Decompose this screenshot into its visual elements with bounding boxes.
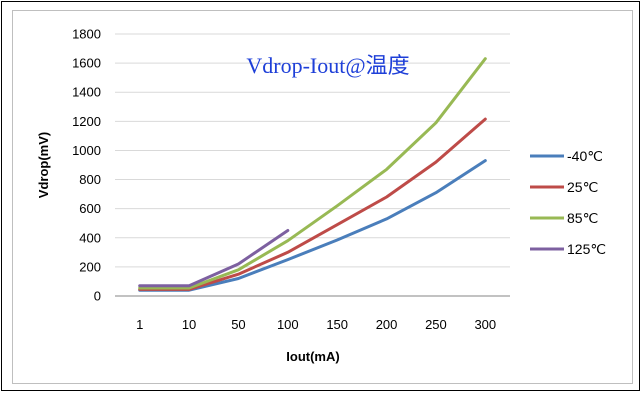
y-tick-labels: 0 200 400 600 800 1000 1200 1400 1600 1800 <box>72 27 101 304</box>
y-axis-title: Vdrop(mV) <box>36 132 51 198</box>
y-tick-label: 800 <box>79 172 101 187</box>
x-axis-title: Iout(mA) <box>286 349 339 364</box>
y-tick-label: 1000 <box>72 143 101 158</box>
y-tick-label: 400 <box>79 230 101 245</box>
y-tick-label: 1200 <box>72 114 101 129</box>
legend-label: -40℃ <box>567 148 603 164</box>
legend-label: 25℃ <box>567 179 598 195</box>
y-tick-label: 0 <box>94 289 101 304</box>
x-tick-label: 200 <box>376 317 398 332</box>
x-tick-label: 150 <box>326 317 348 332</box>
series-line <box>138 117 487 291</box>
x-tick-label: 300 <box>474 317 496 332</box>
y-tick-label: 1800 <box>72 27 101 42</box>
chart-area: 0 200 400 600 800 1000 1200 1400 1600 1800 1 10 50 1… <box>12 10 633 384</box>
x-tick-label: 50 <box>231 317 245 332</box>
legend: -40℃ 25℃ 85℃ 125℃ <box>530 148 606 257</box>
series-lines <box>138 57 487 292</box>
y-tick-label: 1600 <box>72 56 101 71</box>
grid-lines <box>115 33 510 297</box>
y-tick-label: 200 <box>79 259 101 274</box>
y-tick-label: 600 <box>79 201 101 216</box>
legend-label: 125℃ <box>567 241 606 257</box>
y-tick-label: 1400 <box>72 85 101 100</box>
series-line <box>138 229 290 288</box>
legend-label: 85℃ <box>567 210 598 226</box>
chart-title: Vdrop-Iout@温度 <box>246 53 409 78</box>
series-line <box>138 57 487 290</box>
x-tick-label: 10 <box>182 317 196 332</box>
x-tick-labels: 1 10 50 100 150 200 250 300 <box>136 317 496 332</box>
x-tick-label: 250 <box>425 317 447 332</box>
x-tick-label: 1 <box>136 317 143 332</box>
x-tick-label: 100 <box>277 317 299 332</box>
